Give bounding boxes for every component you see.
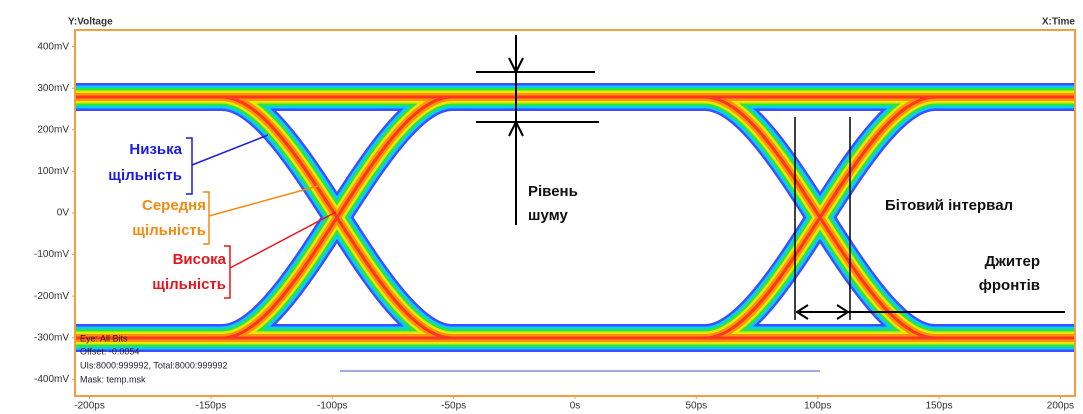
bit-interval-label: Бітовий інтервал — [885, 197, 1013, 214]
info-line: Eye: All Bits — [80, 333, 128, 343]
medium-label: Середня — [142, 197, 206, 214]
info-line: Mask: temp.msk — [80, 374, 146, 384]
y-tick-label: 400mV — [37, 41, 69, 52]
x-tick-label: 100ps — [804, 401, 831, 412]
y-axis-label: Y:Voltage — [68, 17, 113, 28]
y-tick-label: 200mV — [37, 124, 69, 135]
y-tick-label: 100mV — [37, 166, 69, 177]
low-label: щільність — [108, 167, 182, 184]
x-tick-label: 0s — [570, 401, 581, 412]
x-tick-label: -100ps — [317, 401, 348, 412]
y-tick-label: 300mV — [37, 83, 69, 94]
y-tick-label: 0V — [57, 208, 70, 219]
eye-diagram: Y:Voltage X:Time Eye: All Bits Offset: -… — [0, 0, 1083, 414]
noise-label: шуму — [528, 207, 569, 224]
info-line: UIs:8000:999992, Total:8000:999992 — [80, 360, 227, 370]
low-label: Низька — [129, 141, 182, 158]
medium-label: щільність — [132, 222, 206, 239]
x-tick-label: -50ps — [441, 401, 466, 412]
info-line: Offset: -0.0054 — [80, 346, 139, 356]
jitter-label: Джитер — [985, 253, 1040, 270]
y-tick-label: -400mV — [34, 374, 69, 385]
x-tick-label: -150ps — [196, 401, 227, 412]
y-tick-label: -100mV — [34, 249, 69, 260]
x-tick-label: -200ps — [74, 401, 105, 412]
high-label: Висока — [173, 251, 227, 268]
noise-label: Рівень — [528, 183, 578, 200]
x-axis-label: X:Time — [1042, 17, 1076, 28]
jitter-label: фронтів — [979, 277, 1040, 294]
y-tick-label: -200mV — [34, 291, 69, 302]
high-label: щільність — [152, 276, 226, 293]
x-tick-label: 50ps — [686, 401, 708, 412]
x-tick-label: 200ps — [1047, 401, 1074, 412]
y-tick-label: -300mV — [34, 332, 69, 343]
x-tick-label: 150ps — [925, 401, 952, 412]
